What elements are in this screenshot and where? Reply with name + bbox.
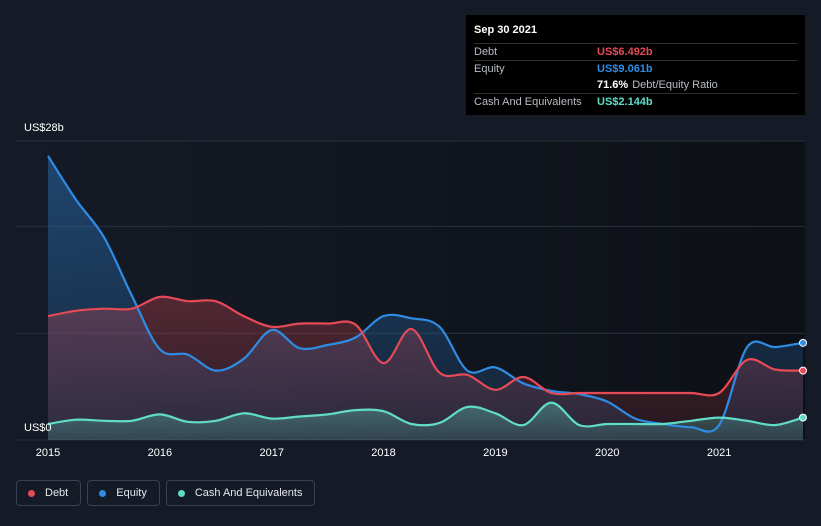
tooltip-cash-value: US$2.144b <box>597 96 653 108</box>
y-axis-bottom-label: US$0 <box>24 422 52 434</box>
legend-item-equity[interactable]: Equity <box>87 480 160 506</box>
tooltip-equity-label: Equity <box>474 63 505 75</box>
tooltip-debt-value: US$6.492b <box>597 46 653 58</box>
legend: Debt Equity Cash And Equivalents <box>16 480 316 506</box>
tooltip-debt-row: Debt US$6.492b <box>474 43 797 60</box>
x-tick-2015: 2015 <box>35 447 61 459</box>
equity-end-marker[interactable] <box>799 338 807 347</box>
tooltip-ratio-row: 71.6% Debt/Equity Ratio <box>474 77 797 93</box>
tooltip-cash-label: Cash And Equivalents <box>474 96 582 108</box>
cash-area <box>48 402 803 440</box>
cash-dot-icon <box>177 489 185 497</box>
x-tick-2021: 2021 <box>706 447 732 459</box>
debt-dot-icon <box>28 489 35 497</box>
debt-end-marker[interactable] <box>799 366 807 375</box>
series-areas <box>48 155 803 440</box>
legend-item-debt[interactable]: Debt <box>16 480 82 506</box>
tooltip-panel: Sep 30 2021 Debt US$6.492b Equity US$9.0… <box>466 15 805 115</box>
x-tick-2018: 2018 <box>371 447 396 459</box>
equity-line <box>47 155 804 433</box>
x-tick-2016: 2016 <box>147 447 173 459</box>
debt-area <box>48 296 803 440</box>
x-tick-2020: 2020 <box>595 447 620 459</box>
legend-item-cash[interactable]: Cash And Equivalents <box>165 480 316 506</box>
tooltip-ratio-label: Debt/Equity Ratio <box>632 79 718 91</box>
legend-label-cash: Cash And Equivalents <box>194 487 303 499</box>
x-tick-2017: 2017 <box>259 447 284 459</box>
tooltip-ratio-value: 71.6% <box>597 79 629 91</box>
legend-label-equity: Equity <box>116 487 147 499</box>
tooltip-debt-label: Debt <box>474 46 498 58</box>
cash-end-marker[interactable] <box>799 413 807 422</box>
debt-line <box>47 295 804 397</box>
x-tick-2019: 2019 <box>483 447 508 459</box>
legend-label-debt: Debt <box>45 487 69 499</box>
tooltip-cash-row: Cash And Equivalents US$2.144b <box>474 93 797 110</box>
tooltip-equity-value: US$9.061b <box>597 63 653 75</box>
end-markers <box>799 338 807 422</box>
y-axis-top-label: US$28b <box>24 122 64 134</box>
equity-dot-icon <box>99 489 107 497</box>
tooltip-equity-row: Equity US$9.061b <box>474 60 797 77</box>
cash-line <box>47 401 804 428</box>
series-lines <box>47 155 804 433</box>
tooltip-date: Sep 30 2021 <box>474 24 537 36</box>
